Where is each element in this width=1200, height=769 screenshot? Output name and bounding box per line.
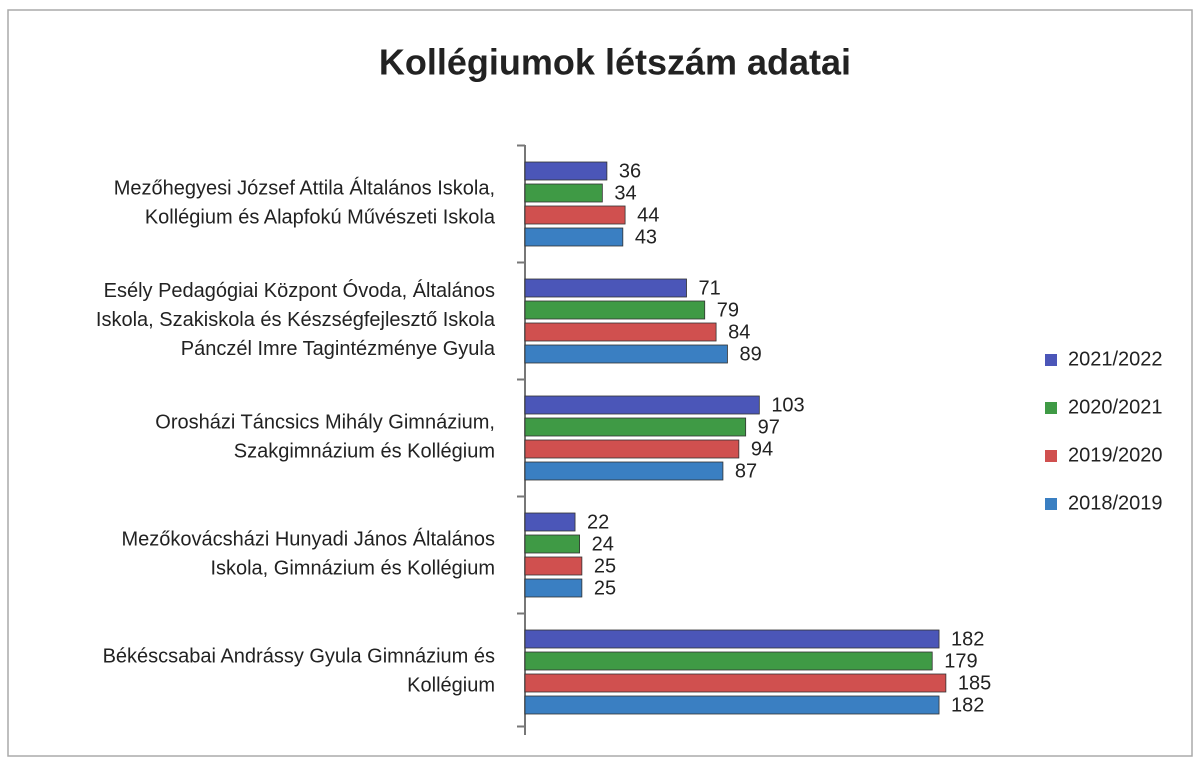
category-label: Orosházi Táncsics Mihály Gimnázium, Szakg… [155,412,495,463]
bar [524,695,940,715]
category-label-line: Iskola, Gimnázium és Kollégium [210,558,495,580]
category-label-line: Esély Pedagógiai Központ Óvoda, Általáno… [104,279,495,302]
bar [524,673,947,693]
category-label-line: Szakgimnázium és Kollégium [234,441,495,463]
legend-swatch [1045,402,1057,414]
value-label: 43 [635,226,657,248]
bar [524,439,740,459]
bar [524,227,624,247]
legend-label: 2020/2021 [1068,396,1163,418]
category-label-line: Békéscsabai Andrássy Gyula Gimnázium és [103,646,495,668]
value-label: 22 [587,511,609,533]
bar [524,300,706,320]
category-label-line: Orosházi Táncsics Mihály Gimnázium, [155,412,495,434]
legend-label: 2021/2022 [1068,348,1163,370]
bar [524,534,580,554]
value-label: 179 [944,650,977,672]
legend-swatch [1045,498,1057,510]
category-label: Békéscsabai Andrássy Gyula Gimnázium és K… [103,646,495,697]
category-label-line: Mezőhegyesi József Attila Általános Isko… [114,177,495,200]
value-label: 87 [735,460,757,482]
value-label: 25 [594,555,616,577]
category-label-line: Iskola, Szakiskola és Készségfejlesztő I… [96,309,496,331]
bar [524,556,583,576]
value-label: 94 [751,438,773,460]
category-label-line: Mezőkovácsházi Hunyadi János Általános [121,528,495,551]
category-label-line: Kollégium [407,675,495,697]
bar [524,578,583,598]
bar [524,205,626,225]
value-label: 89 [739,343,761,365]
value-label: 71 [699,277,721,299]
bar [524,161,608,181]
value-label: 182 [951,628,984,650]
category-label-line: Pánczél Imre Tagintézménye Gyula [181,338,496,360]
value-label: 84 [728,321,750,343]
bar [524,278,687,298]
value-label: 185 [958,672,991,694]
bar [524,651,933,671]
value-label: 182 [951,694,984,716]
category-label: Mezőkovácsházi Hunyadi János Általános Is… [121,528,495,580]
bar [524,322,717,342]
bar [524,629,940,649]
legend-label: 2019/2020 [1068,444,1163,466]
chart-title: Kollégiumok létszám adatai [379,42,851,83]
bar [524,344,728,364]
legend-swatch [1045,354,1057,366]
bar [524,461,724,481]
value-label: 34 [614,182,636,204]
bar [524,183,603,203]
bar [524,512,576,532]
category-label-line: Kollégium és Alapfokú Művészeti Iskola [145,207,496,229]
value-label: 24 [592,533,614,555]
legend-swatch [1045,450,1057,462]
category-label: Mezőhegyesi József Attila Általános Isko… [114,177,496,229]
legend-label: 2018/2019 [1068,492,1163,514]
value-label: 97 [758,416,780,438]
value-label: 36 [619,160,641,182]
bar [524,417,747,437]
value-label: 25 [594,577,616,599]
bar [524,395,760,415]
category-label: Esély Pedagógiai Központ Óvoda, Általáno… [96,279,496,360]
value-label: 44 [637,204,659,226]
value-label: 79 [717,299,739,321]
value-label: 103 [771,394,804,416]
